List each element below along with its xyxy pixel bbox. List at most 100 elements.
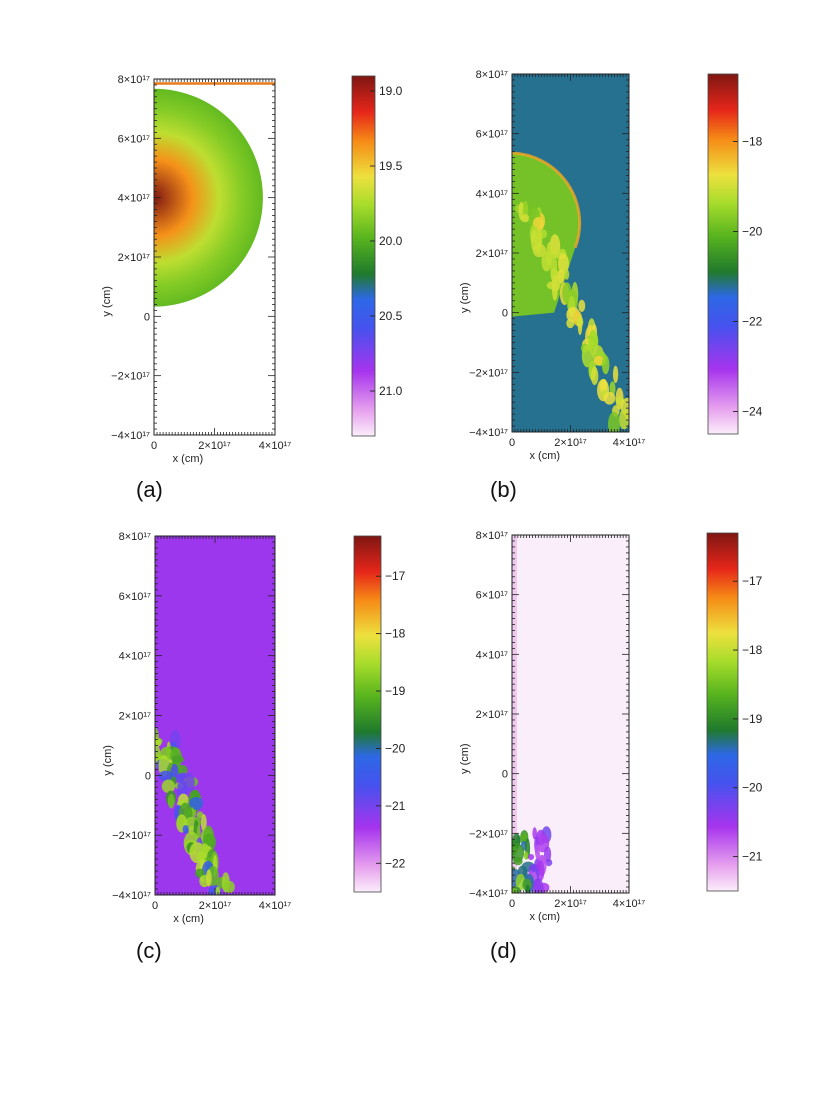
gas-clump (541, 251, 552, 272)
y-tick-label: 6×10¹⁷ (118, 133, 150, 145)
panel-label: (b) (490, 477, 517, 502)
plot-area (155, 536, 275, 895)
colorbar-gradient (351, 75, 376, 437)
panel-label: (a) (136, 477, 163, 502)
plot-area (512, 535, 629, 893)
y-tick-label: 4×10¹⁷ (476, 649, 508, 661)
y-tick-label: 2×10¹⁷ (476, 709, 508, 721)
gas-clump (512, 843, 525, 863)
x-tick-label: 4×10¹⁷ (259, 900, 291, 912)
panel-b: (b) 0 2×10¹⁷ 4×10¹⁷ −4×10¹⁷ −2×10¹⁷ 0 2×10¹⁷ 4×… (459, 69, 763, 502)
colorbar-tick-label: 19.0 (379, 84, 403, 98)
gas-clump (205, 869, 212, 887)
y-tick-label: −4×10¹⁷ (469, 888, 508, 900)
x-axis-label: x (cm) (529, 911, 560, 923)
gas-clump (171, 755, 185, 764)
x-tick-label: 0 (509, 898, 515, 910)
plot-area (154, 79, 275, 435)
gas-clump (601, 355, 610, 375)
y-tick-label: −4×10¹⁷ (469, 427, 508, 439)
gas-clump (182, 824, 189, 834)
shock-rim (512, 151, 582, 249)
y-axis-label: y (cm) (459, 743, 471, 774)
gas-clump (513, 856, 523, 866)
density-sphere (154, 88, 263, 307)
colorbar-tick-label: −19 (385, 684, 406, 698)
y-tick-label: −2×10¹⁷ (469, 828, 508, 840)
colorbar-gradient (706, 532, 739, 892)
y-tick-label: 8×10¹⁷ (118, 74, 150, 86)
y-tick-label: 8×10¹⁷ (119, 531, 151, 543)
x-tick-label: 2×10¹⁷ (554, 898, 586, 910)
colorbar-tick-label: −21 (742, 850, 763, 864)
y-tick-label: 6×10¹⁷ (119, 591, 151, 603)
gas-clump (558, 253, 569, 274)
gas-clump (161, 779, 176, 794)
y-tick-label: 4×10¹⁷ (119, 651, 151, 663)
colorbar-tick-label: 20.0 (379, 234, 403, 248)
y-tick-label: 8×10¹⁷ (476, 530, 508, 542)
colorbar-tick-label: −17 (385, 569, 406, 583)
panel-d: (d) 0 2×10¹⁷ 4×10¹⁷ −4×10¹⁷ −2×10¹⁷ 0 2×10¹⁷ 4×… (459, 530, 763, 963)
panel-label: (d) (490, 938, 517, 963)
gas-clump (564, 269, 570, 280)
colorbar-tick-label: −19 (742, 712, 763, 726)
colorbar-tick-label: −18 (742, 135, 763, 149)
colorbar-tick-label: −22 (385, 856, 406, 870)
background-field (155, 536, 275, 895)
gas-clump (618, 409, 629, 430)
colorbar-tick-label: 19.5 (379, 159, 403, 173)
colorbar-gradient (353, 535, 382, 893)
gas-clump (200, 814, 207, 832)
gas-clump (566, 318, 575, 329)
gas-clump (551, 278, 558, 301)
x-tick-label: 4×10¹⁷ (259, 440, 291, 452)
gas-clump (593, 355, 604, 366)
gas-clump (603, 391, 616, 405)
colorbar-tick-label: −18 (742, 643, 763, 657)
colorbar: −17 −18 −19 −20 −21 (706, 532, 763, 892)
colorbar-tick-label: 21.0 (379, 384, 403, 398)
y-tick-label: 8×10¹⁷ (476, 69, 508, 81)
gas-clump (545, 858, 553, 867)
gas-clump (523, 851, 529, 860)
y-axis-label: y (cm) (101, 286, 113, 317)
gas-clump (223, 880, 235, 894)
colorbar: −18 −20 −22 −24 (707, 73, 763, 435)
y-tick-label: 4×10¹⁷ (118, 193, 150, 205)
x-tick-label: 4×10¹⁷ (613, 898, 645, 910)
plot-area (512, 74, 637, 432)
colorbar-tick-label: 20.5 (379, 309, 403, 323)
y-axis-label: y (cm) (459, 282, 471, 313)
colorbar-tick-label: −24 (742, 405, 763, 419)
background-field (512, 535, 629, 893)
colorbar-tick-label: −20 (385, 741, 406, 755)
gas-clump (578, 299, 586, 312)
x-tick-label: 0 (151, 440, 157, 452)
y-tick-label: 0 (144, 311, 150, 323)
gas-clump (590, 366, 599, 385)
colorbar-tick-label: −18 (385, 627, 406, 641)
panel-c: (c) 0 2×10¹⁷ 4×10¹⁷ −4×10¹⁷ −2×10¹⁷ 0 2×10¹⁷ 4×… (102, 531, 406, 963)
x-tick-label: 4×10¹⁷ (613, 437, 645, 449)
x-tick-label: 0 (152, 900, 158, 912)
colorbar-tick-label: −20 (742, 225, 763, 239)
y-tick-label: 0 (502, 308, 508, 320)
gas-clump (612, 365, 619, 384)
colorbar: 19.0 19.5 20.0 20.5 21.0 (351, 75, 403, 437)
x-axis-label: x (cm) (173, 453, 204, 465)
colorbar-gradient (707, 73, 739, 435)
x-axis-label: x (cm) (173, 913, 204, 925)
gas-clump (608, 411, 620, 432)
y-tick-label: 6×10¹⁷ (476, 129, 508, 141)
y-tick-label: −4×10¹⁷ (112, 890, 151, 902)
gas-clump (631, 414, 637, 427)
y-tick-label: 2×10¹⁷ (119, 711, 151, 723)
y-tick-label: −2×10¹⁷ (111, 371, 150, 383)
x-axis-label: x (cm) (529, 450, 560, 462)
gas-clump (528, 853, 535, 861)
gas-clump (520, 214, 530, 223)
x-tick-label: 2×10¹⁷ (199, 900, 231, 912)
gas-clump (512, 891, 521, 893)
